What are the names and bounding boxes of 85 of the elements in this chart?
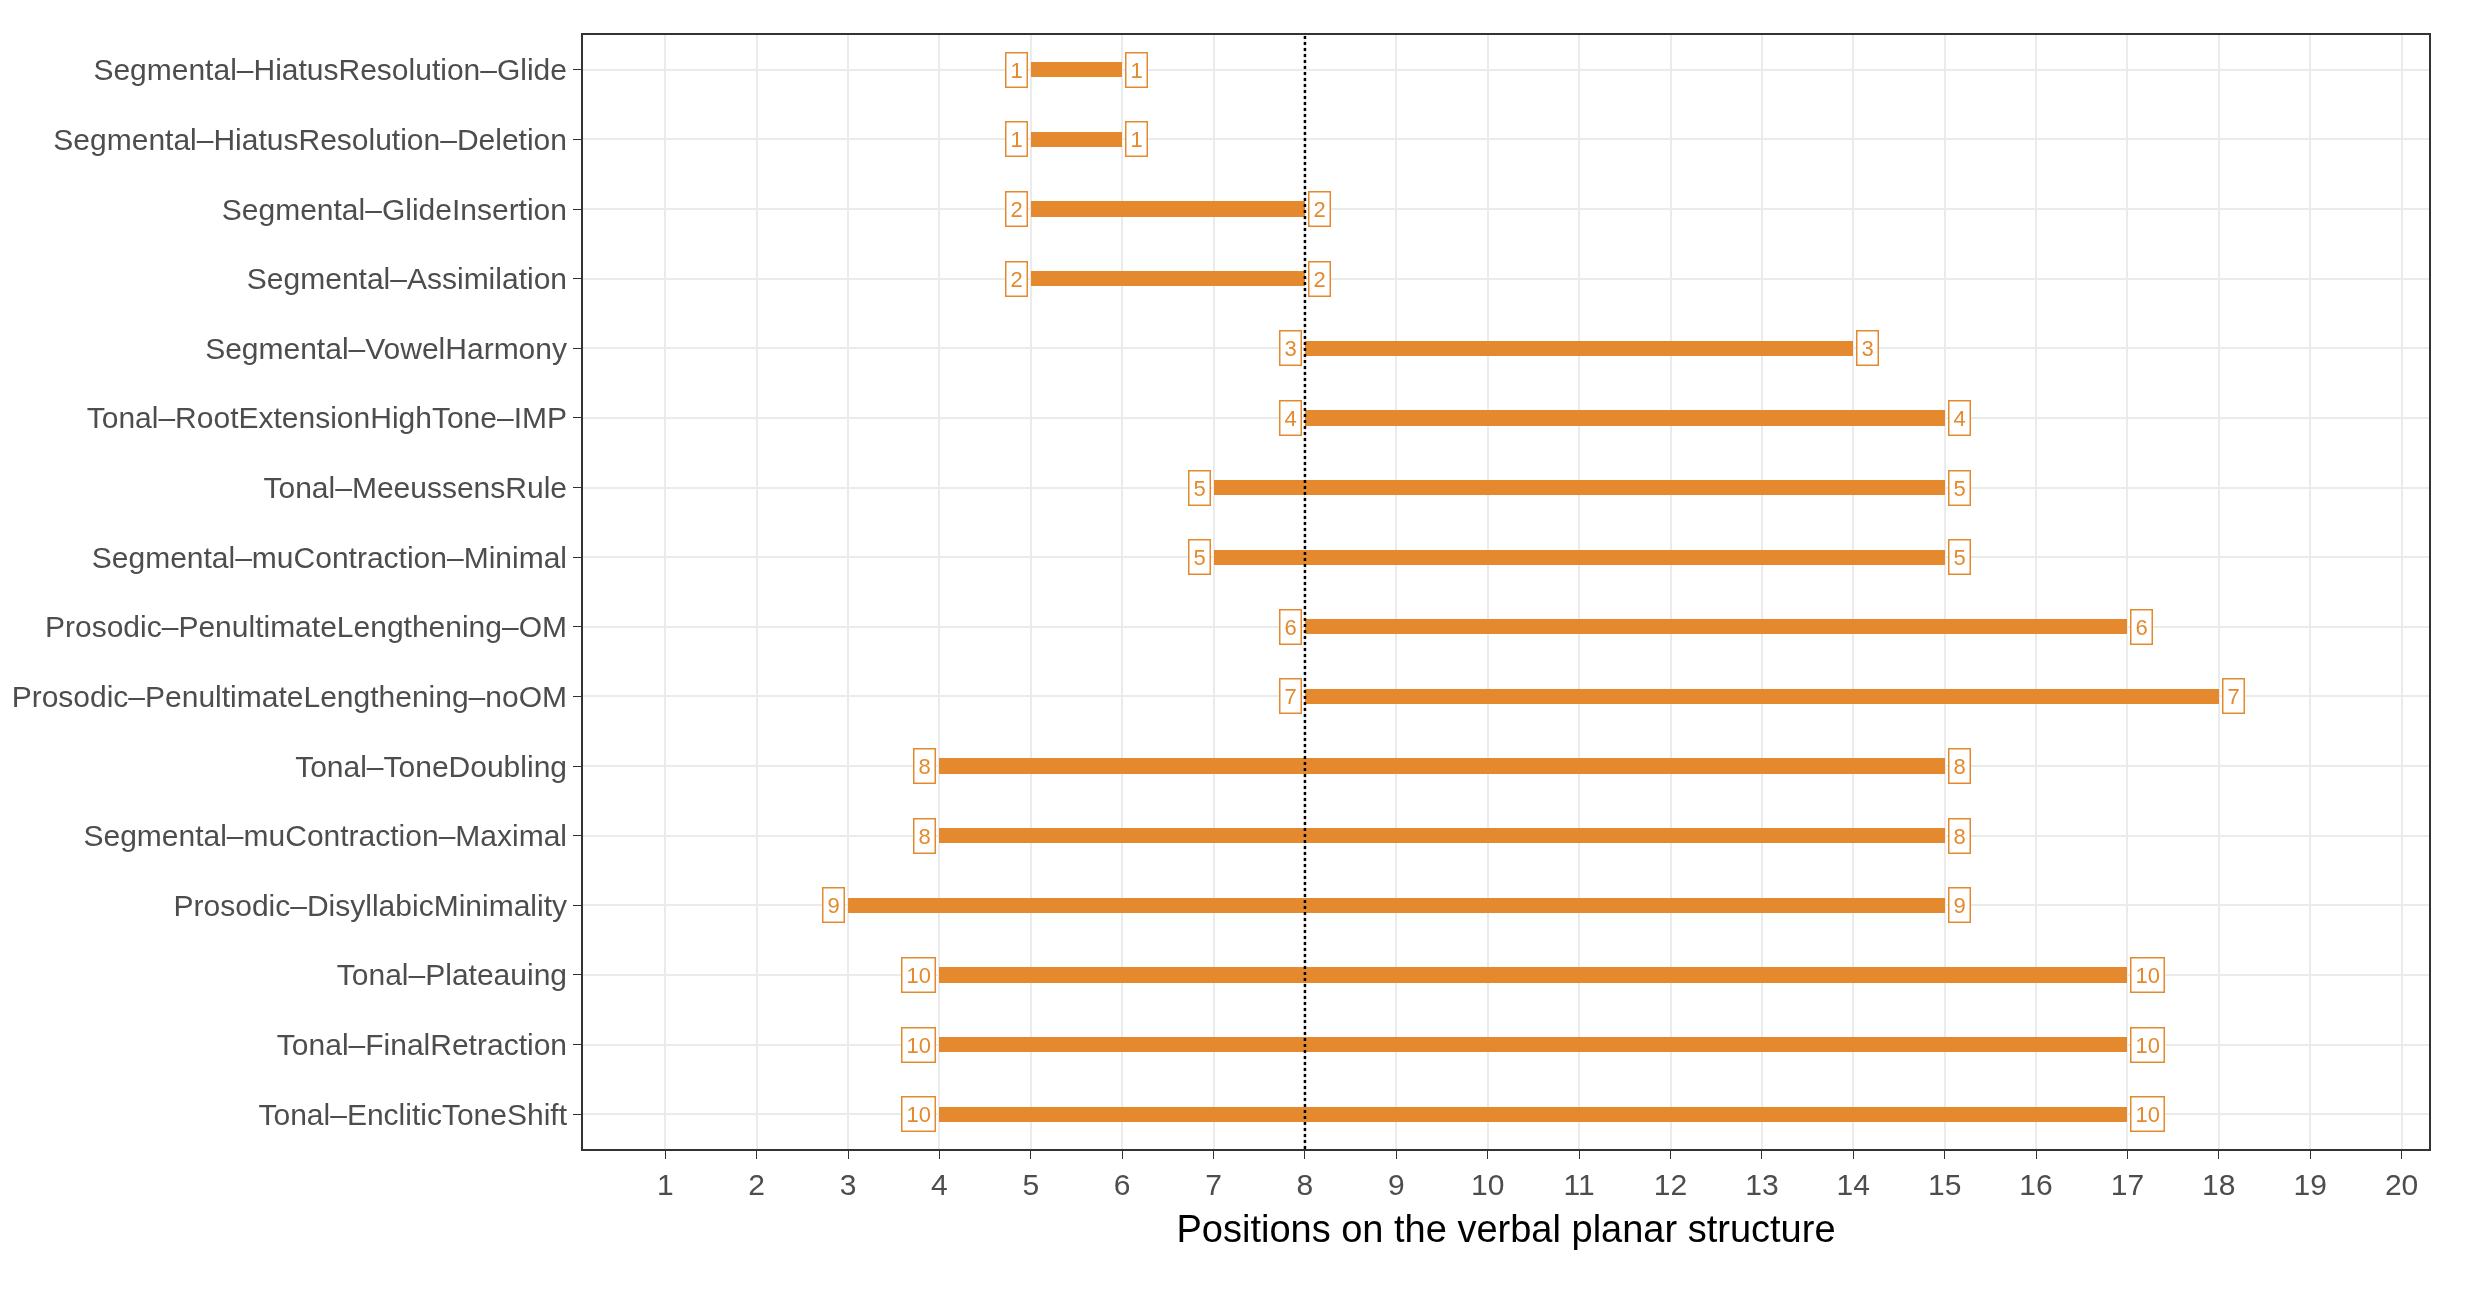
x-tick-label: 11 <box>1563 1168 1595 1201</box>
annotation: 5 <box>1953 475 1966 501</box>
annotation: 9 <box>827 892 840 918</box>
x-tick-label: 5 <box>1022 1168 1040 1201</box>
annotation: 1 <box>1130 126 1143 152</box>
annotation: 4 <box>1953 405 1966 431</box>
y-tick-label: Segmental–muContraction–Minimal <box>91 540 567 574</box>
x-axis-title: Positions on the verbal planar structure <box>1176 1207 1836 1250</box>
annotation: 3 <box>1861 335 1874 361</box>
x-tick-label: 19 <box>2293 1168 2327 1201</box>
annotation: 10 <box>2135 962 2160 988</box>
x-tick-label: 14 <box>1836 1168 1870 1201</box>
annotation: 8 <box>918 823 931 849</box>
annotation: 7 <box>2227 683 2240 709</box>
bar <box>1305 689 2219 704</box>
annotation: 8 <box>1953 753 1966 779</box>
x-tick-label: 18 <box>2202 1168 2236 1201</box>
y-tick-label: Tonal–FinalRetraction <box>276 1028 567 1062</box>
annotation: 5 <box>1193 544 1206 570</box>
y-tick-label: Segmental–muContraction–Maximal <box>83 819 567 853</box>
y-tick-label: Tonal–Plateauing <box>336 958 567 992</box>
y-tick-label: Tonal–MeeussensRule <box>263 471 567 505</box>
annotation: 1 <box>1010 57 1023 83</box>
annotation: 5 <box>1953 544 1966 570</box>
annotation: 10 <box>906 1032 931 1058</box>
bar <box>1031 62 1122 77</box>
bar <box>939 758 1945 774</box>
annotation: 8 <box>918 753 931 779</box>
annotation: 2 <box>1313 266 1326 292</box>
bar <box>1214 480 1945 495</box>
bar <box>1214 550 1945 565</box>
bar <box>939 828 1945 843</box>
annotation: 6 <box>2135 614 2148 640</box>
x-tick-label: 13 <box>1745 1168 1779 1201</box>
y-tick-label: Segmental–VowelHarmony <box>205 331 567 365</box>
y-tick-label: Prosodic–DisyllabicMinimality <box>173 888 567 922</box>
x-tick-label: 8 <box>1296 1168 1314 1201</box>
x-tick-label: 17 <box>2110 1168 2145 1201</box>
x-tick-label: 4 <box>931 1168 948 1201</box>
annotation: 2 <box>1313 196 1326 222</box>
bar <box>848 898 1945 913</box>
annotation: 8 <box>1953 823 1966 849</box>
bar <box>939 1107 2127 1122</box>
annotation: 2 <box>1010 266 1023 292</box>
x-tick-label: 9 <box>1388 1168 1405 1201</box>
annotation: 3 <box>1284 335 1297 361</box>
annotation: 7 <box>1284 683 1297 709</box>
x-tick-label: 3 <box>839 1168 857 1201</box>
annotation: 1 <box>1010 126 1023 152</box>
annotation: 6 <box>1284 614 1297 640</box>
bar <box>1031 201 1305 217</box>
x-tick-label: 15 <box>1927 1168 1962 1201</box>
annotation: 4 <box>1284 405 1297 431</box>
bar <box>1305 341 1853 356</box>
y-tick-label: Tonal–ToneDoubling <box>295 749 567 783</box>
annotation: 10 <box>906 1101 931 1127</box>
bar <box>1305 619 2127 634</box>
annotation: 5 <box>1193 475 1206 501</box>
x-tick-label: 10 <box>1471 1168 1505 1201</box>
annotation: 1 <box>1130 57 1143 83</box>
y-tick-label: Tonal–EncliticToneShift <box>258 1097 568 1131</box>
annotation: 10 <box>2135 1032 2160 1058</box>
y-tick-label: Tonal–RootExtensionHighTone–IMP <box>86 401 567 435</box>
y-tick-label: Segmental–HiatusResolution–Deletion <box>53 122 567 156</box>
x-tick-label: 7 <box>1205 1168 1222 1201</box>
y-tick-label: Prosodic–PenultimateLengthening–noOM <box>11 679 567 713</box>
x-tick-label: 16 <box>2019 1168 2053 1201</box>
annotation: 9 <box>1953 892 1966 918</box>
annotation: 2 <box>1010 196 1023 222</box>
x-tick-label: 6 <box>1113 1168 1131 1201</box>
y-tick-label: Prosodic–PenultimateLengthening–OM <box>45 610 567 644</box>
bar <box>1031 132 1122 147</box>
bar <box>1031 271 1305 286</box>
bar <box>939 1037 2127 1052</box>
y-tick-label: Segmental–HiatusResolution–Glide <box>93 53 567 87</box>
bar <box>1305 410 1945 426</box>
x-tick-label: 1 <box>656 1168 674 1201</box>
bar <box>939 967 2127 983</box>
x-tick-label: 12 <box>1653 1168 1688 1201</box>
annotation: 10 <box>2135 1101 2160 1127</box>
y-tick-label: Segmental–GlideInsertion <box>221 192 567 226</box>
x-tick-label: 20 <box>2384 1168 2419 1201</box>
y-tick-label: Segmental–Assimilation <box>246 262 567 296</box>
annotation: 10 <box>906 962 931 988</box>
x-tick-label: 2 <box>748 1168 765 1201</box>
